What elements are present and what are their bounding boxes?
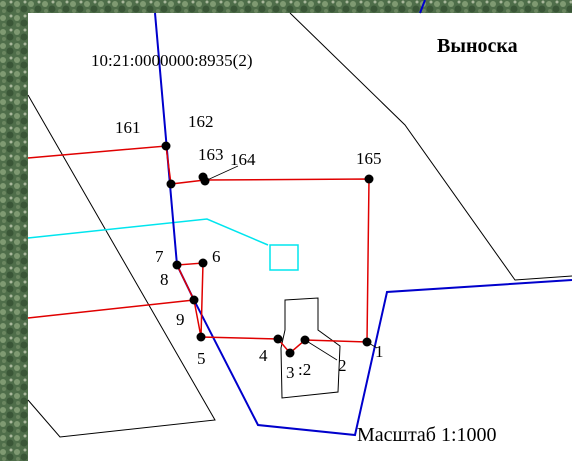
point-dot (365, 175, 374, 184)
point-label: 165 (356, 149, 382, 168)
point-dot (286, 349, 295, 358)
point-label: 1 (375, 342, 384, 361)
parcel-id: 10:21:0000000:8935(2) (91, 51, 253, 70)
point-label: 7 (155, 247, 164, 266)
point-label: 161 (115, 118, 141, 137)
point-label: 9 (176, 310, 185, 329)
point-label: 164 (230, 150, 256, 169)
point-dot (274, 335, 283, 344)
point-dot (167, 180, 176, 189)
point-dot (201, 177, 210, 186)
point-dot (173, 261, 182, 270)
page: {"title": "Выноска", "parcel_id": "10:21… (0, 0, 572, 461)
point-dot (301, 336, 310, 345)
map: Выноска 10:21:0000000:8935(2) 161 162 16… (0, 0, 572, 461)
point-dot (197, 333, 206, 342)
point-label: 4 (259, 346, 268, 365)
point-label: 5 (197, 349, 206, 368)
point-dot (190, 296, 199, 305)
point-dot (162, 142, 171, 151)
point-label: 6 (212, 247, 221, 266)
point-label: 8 (160, 270, 169, 289)
point-label: 2 (338, 356, 347, 375)
point-dot (363, 338, 372, 347)
map-title: Выноска (437, 35, 518, 57)
map-scale: Масштаб 1:1000 (357, 424, 497, 446)
point-dot (199, 259, 208, 268)
part-label: :2 (298, 360, 311, 379)
point-label: 162 (188, 112, 214, 131)
point-label: 3 (286, 363, 295, 382)
point-label: 163 (198, 145, 224, 164)
